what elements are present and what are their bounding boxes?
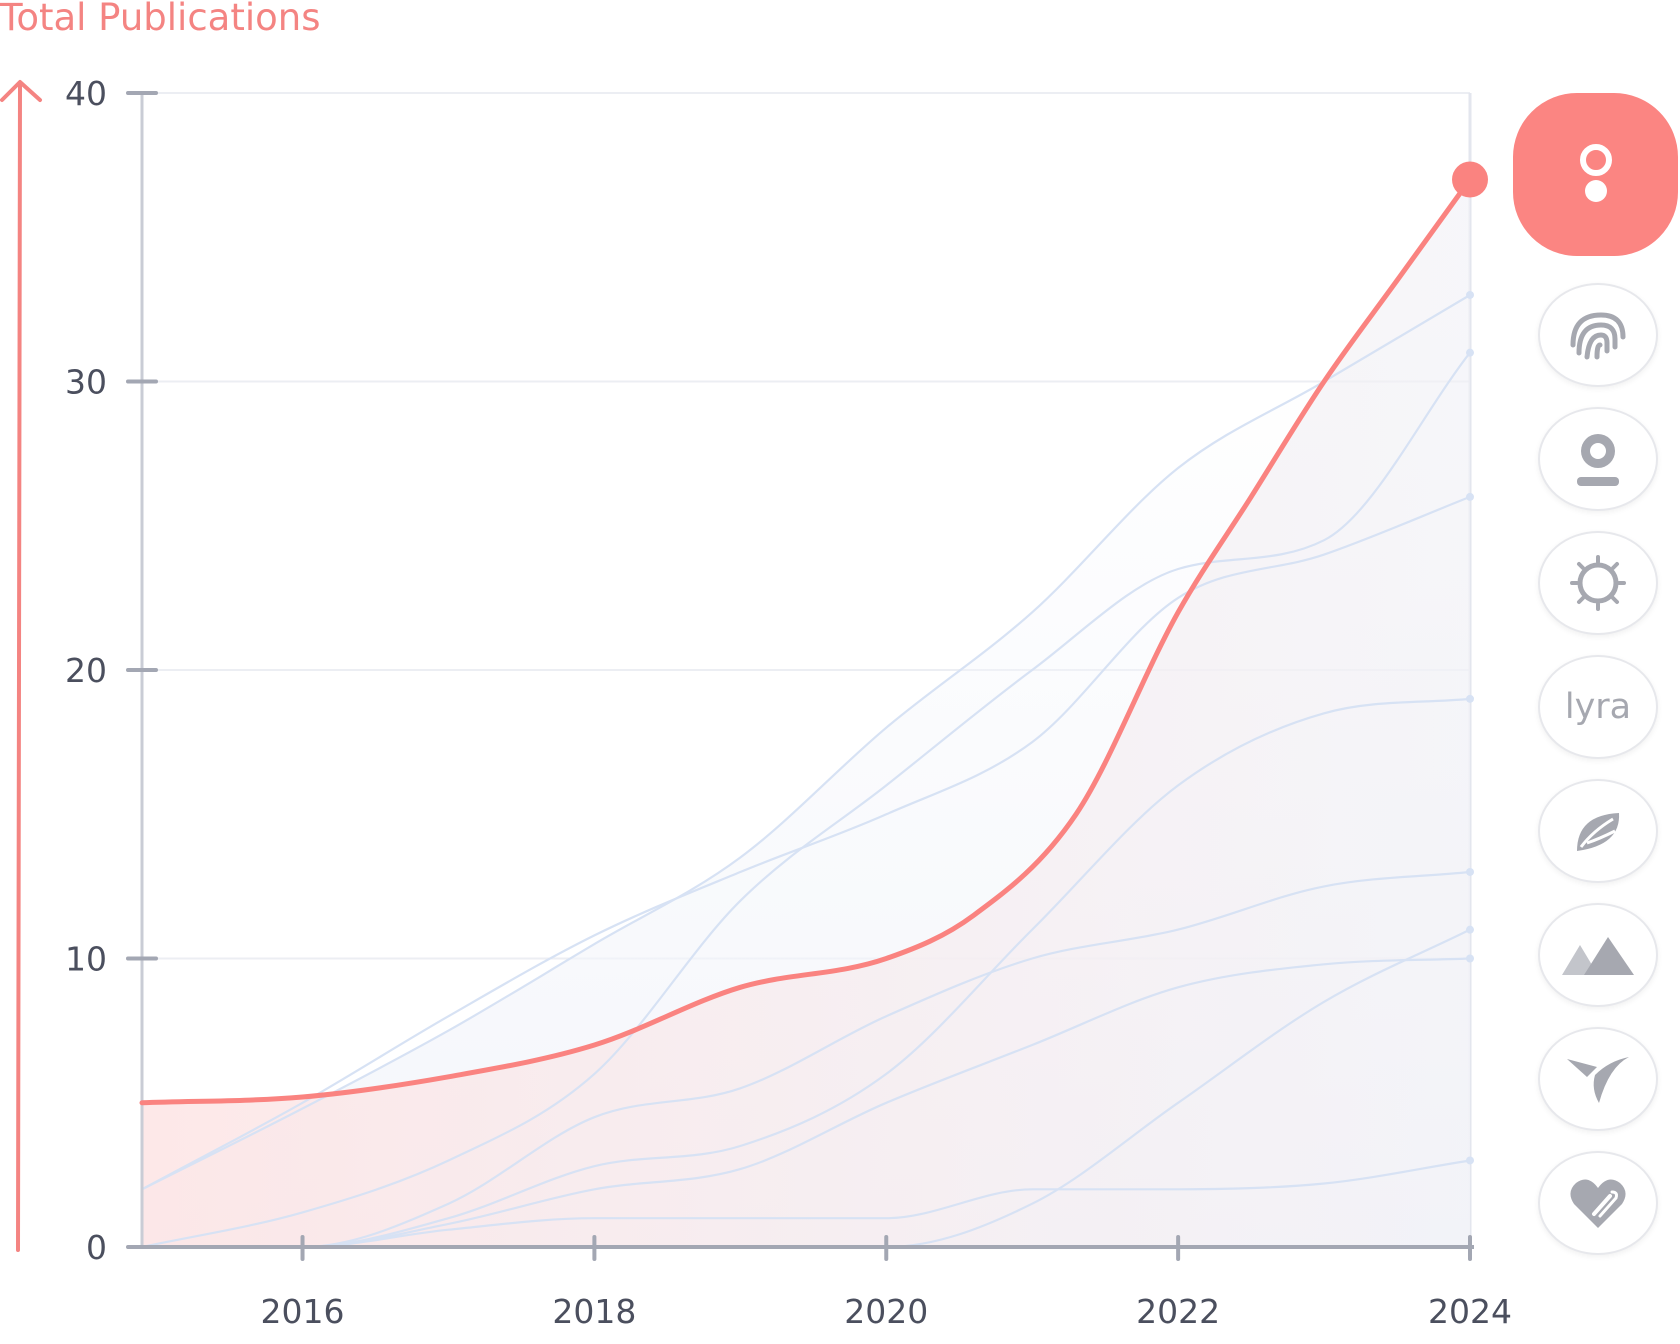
highlighted-end-point[interactable] xyxy=(1452,161,1488,198)
y-tick-label-40: 40 xyxy=(65,74,107,113)
x-tick-label-2018: 2018 xyxy=(552,1292,636,1331)
paper-plane-icon xyxy=(1567,1057,1629,1103)
y-axis-arrow xyxy=(0,80,42,1252)
sidebar-item-user-badge[interactable] xyxy=(1538,407,1658,511)
series-end-point-3 xyxy=(1466,348,1474,357)
sidebar-item-mountains[interactable] xyxy=(1538,903,1658,1007)
series-end-point-4 xyxy=(1466,867,1474,876)
series-end-point-8 xyxy=(1466,925,1474,934)
y-axis-label: Total Publications xyxy=(0,0,321,39)
series-end-point-5 xyxy=(1466,694,1474,703)
sidebar-item-sun[interactable] xyxy=(1538,531,1658,635)
fingerprint-icon xyxy=(1570,312,1626,360)
x-tick-label-2016: 2016 xyxy=(261,1292,345,1331)
axes xyxy=(126,91,1474,1261)
sidebar-item-fingerprint[interactable] xyxy=(1538,283,1658,387)
highlighted-series xyxy=(139,161,1488,1106)
y-tick-label-20: 20 xyxy=(65,651,107,690)
sidebar-item-heart[interactable] xyxy=(1538,1151,1658,1255)
series-end-point-2 xyxy=(1466,290,1474,299)
series-line-5 xyxy=(142,697,1471,1249)
x-tick-label-2020: 2020 xyxy=(844,1292,928,1331)
mountains-icon xyxy=(1562,937,1634,975)
highlight-fill xyxy=(142,179,1470,1247)
series-end-point-7 xyxy=(1466,1156,1474,1165)
x-tick-label-2024: 2024 xyxy=(1428,1292,1512,1331)
series-line-2 xyxy=(141,294,1471,1191)
tick-labels: 0 10 20 30 40 2016 2018 2020 2022 2024 xyxy=(65,74,1512,1331)
series-end-point-1 xyxy=(1466,492,1474,501)
y-tick-label-10: 10 xyxy=(65,940,107,979)
y-tick-label-0: 0 xyxy=(86,1228,107,1267)
highlight-area xyxy=(142,179,1470,1247)
series-line-7 xyxy=(142,1159,1471,1249)
user-badge-icon xyxy=(1577,434,1619,486)
lyra-logo-icon: lyra xyxy=(1564,687,1632,727)
dots-icon xyxy=(1579,143,1612,202)
sidebar-item-lyra[interactable]: lyra xyxy=(1538,655,1658,759)
sidebar-item-leaf[interactable] xyxy=(1538,779,1658,883)
series-line-4 xyxy=(142,870,1471,1249)
heart-clip-icon xyxy=(1570,1179,1626,1228)
sun-icon xyxy=(1570,555,1626,611)
y-tick-label-30: 30 xyxy=(65,363,107,402)
series-line-1 xyxy=(141,495,1471,1191)
leaf-icon xyxy=(1577,813,1620,851)
sidebar-item-dots[interactable] xyxy=(1513,93,1678,256)
series-end-point-6 xyxy=(1466,954,1474,963)
sidebar-item-paper-plane[interactable] xyxy=(1538,1027,1658,1131)
series-line-3 xyxy=(141,351,1471,1249)
highlighted-line xyxy=(139,177,1473,1106)
x-tick-label-2022: 2022 xyxy=(1136,1292,1220,1331)
